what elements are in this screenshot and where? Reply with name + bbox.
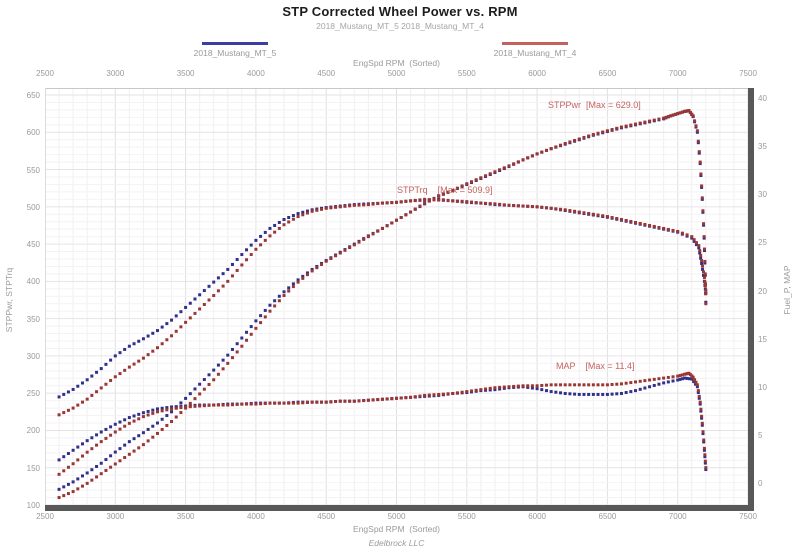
x-tick-label: 4000 (246, 69, 265, 78)
left-tick-label: 150 (26, 463, 40, 473)
annotation-stppwr-max: STPPwr [Max = 629.0] (548, 100, 641, 110)
x-tick-label: 5500 (457, 69, 476, 78)
top-axis-title: EngSpd RPM (Sorted) (353, 58, 440, 68)
x-tick-label: 4500 (317, 512, 336, 521)
right-tick-label: 40 (758, 94, 767, 103)
legend-label-mt5: 2018_Mustang_MT_5 (193, 48, 277, 58)
legend-item-mt5: 2018_Mustang_MT_5 (150, 42, 320, 58)
left-tick-label: 500 (26, 202, 40, 212)
x-tick-label: 4500 (317, 69, 336, 78)
left-tick-label: 350 (26, 314, 40, 324)
x-tick-label: 3000 (106, 512, 125, 521)
annotation-stptrq-max: STPTrq [Max = 509.9] (397, 185, 493, 195)
left-tick-label: 250 (26, 389, 40, 399)
x-tick-label: 3500 (176, 512, 195, 521)
x-tick-label: 2500 (36, 512, 54, 521)
right-tick-label: 20 (758, 286, 767, 296)
left-tick-label: 550 (26, 165, 40, 175)
x-tick-label: 4000 (246, 512, 265, 521)
x-tick-label: 6500 (598, 512, 617, 521)
x-tick-label: 7000 (668, 512, 687, 521)
right-tick-label: 5 (758, 430, 763, 440)
legend-label-mt4: 2018_Mustang_MT_4 (493, 48, 577, 58)
left-tick-label: 650 (26, 91, 40, 100)
x-tick-label: 6000 (528, 512, 546, 521)
right-tick-label: 10 (758, 382, 767, 392)
left-tick-label: 400 (26, 277, 40, 287)
x-tick-label: 2500 (36, 69, 54, 78)
right-tick-label: 35 (758, 142, 767, 152)
left-axis-title: STPPwr, STPTrq (4, 267, 14, 333)
right-tick-label: 25 (758, 238, 767, 248)
x-tick-label: 7500 (739, 512, 757, 521)
x-tick-label: 7000 (668, 69, 687, 78)
right-tick-label: 15 (758, 334, 767, 344)
left-tick-label: 600 (26, 128, 40, 138)
x-tick-label: 7500 (739, 69, 757, 78)
page-title: STP Corrected Wheel Power vs. RPM (282, 4, 518, 19)
x-tick-label: 5000 (387, 512, 406, 521)
plot-canvas (45, 88, 754, 511)
bottom-axis-title: EngSpd RPM (Sorted) (353, 524, 440, 534)
legend-item-mt4: 2018_Mustang_MT_4 (450, 42, 620, 58)
left-tick-label: 450 (26, 240, 40, 250)
chart-subtitle: 2018_Mustang_MT_5 2018_Mustang_MT_4 (316, 21, 484, 31)
left-tick-label: 200 (26, 426, 40, 436)
x-tick-label: 5500 (457, 512, 476, 521)
x-tick-label: 3000 (106, 69, 125, 78)
x-tick-label: 6000 (528, 69, 546, 78)
footer-brand: Edelbrock LLC (368, 538, 425, 548)
x-tick-label: 5000 (387, 69, 406, 78)
x-tick-label: 3500 (176, 69, 195, 78)
left-tick-label: 300 (26, 351, 40, 361)
legend-swatch-mt5-icon (202, 42, 268, 45)
x-tick-label: 6500 (598, 69, 617, 78)
right-tick-label: 0 (758, 479, 763, 488)
legend-swatch-mt4-icon (502, 42, 568, 45)
annotation-map-max: MAP [Max = 11.4] (556, 361, 635, 371)
right-tick-label: 30 (758, 190, 767, 200)
right-axis-title: Fuel_P, MAP (782, 265, 792, 315)
left-tick-label: 100 (26, 501, 40, 510)
